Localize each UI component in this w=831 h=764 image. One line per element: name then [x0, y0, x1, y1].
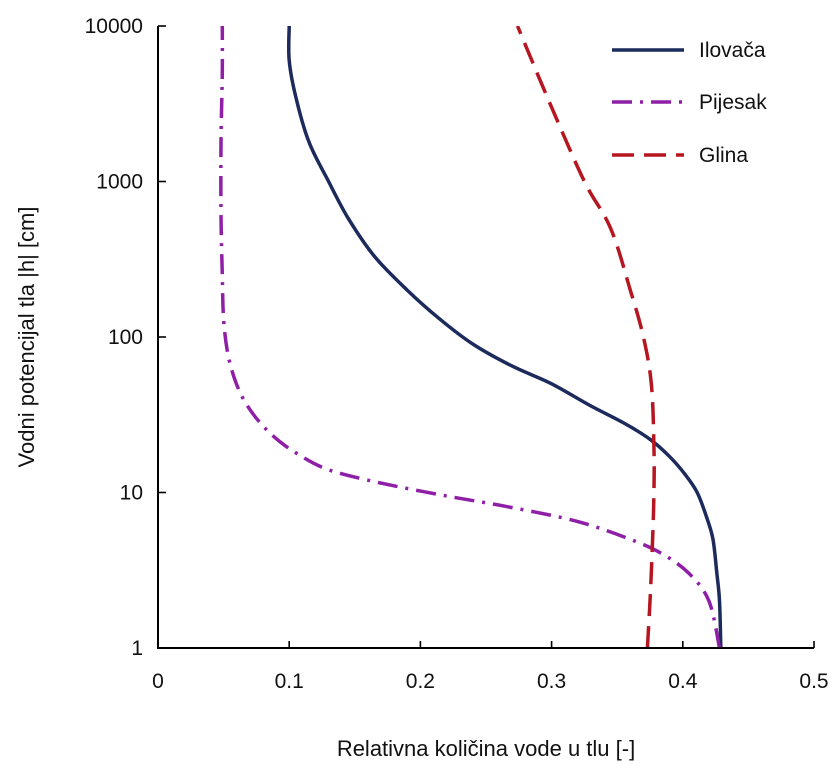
series-line-2: [219, 26, 722, 648]
x-axis-ticks: 0 0.1 0.2 0.3 0.4 0.5: [152, 641, 829, 693]
legend-label: Glina: [699, 144, 748, 167]
legend: Ilovača Pijesak Glina: [612, 39, 767, 167]
y-tick-label: 10: [120, 482, 143, 505]
legend-label: Ilovača: [699, 39, 766, 62]
y-tick-label: 1000: [96, 171, 143, 194]
x-tick-label: 0.5: [799, 670, 828, 693]
x-tick-label: 0.3: [537, 670, 566, 693]
x-tick-label: 0.4: [668, 670, 698, 693]
y-tick-label: 10000: [85, 15, 143, 38]
x-tick-label: 0: [152, 670, 164, 693]
y-tick-label: 1: [131, 637, 143, 660]
x-axis-title: Relativna količina vode u tlu [-]: [337, 736, 635, 761]
series-line-3: [515, 26, 656, 648]
series-line-1: [286, 26, 723, 648]
legend-label: Pijesak: [699, 91, 767, 114]
y-axis-ticks: 1 10 100 1000 10000: [85, 15, 166, 660]
x-tick-label: 0.2: [406, 670, 435, 693]
series-layer: [219, 26, 723, 648]
y-tick-label: 100: [108, 326, 143, 349]
y-axis-title: Vodni potencijal tla |h| [cm]: [14, 207, 39, 468]
x-tick-label: 0.1: [275, 670, 304, 693]
